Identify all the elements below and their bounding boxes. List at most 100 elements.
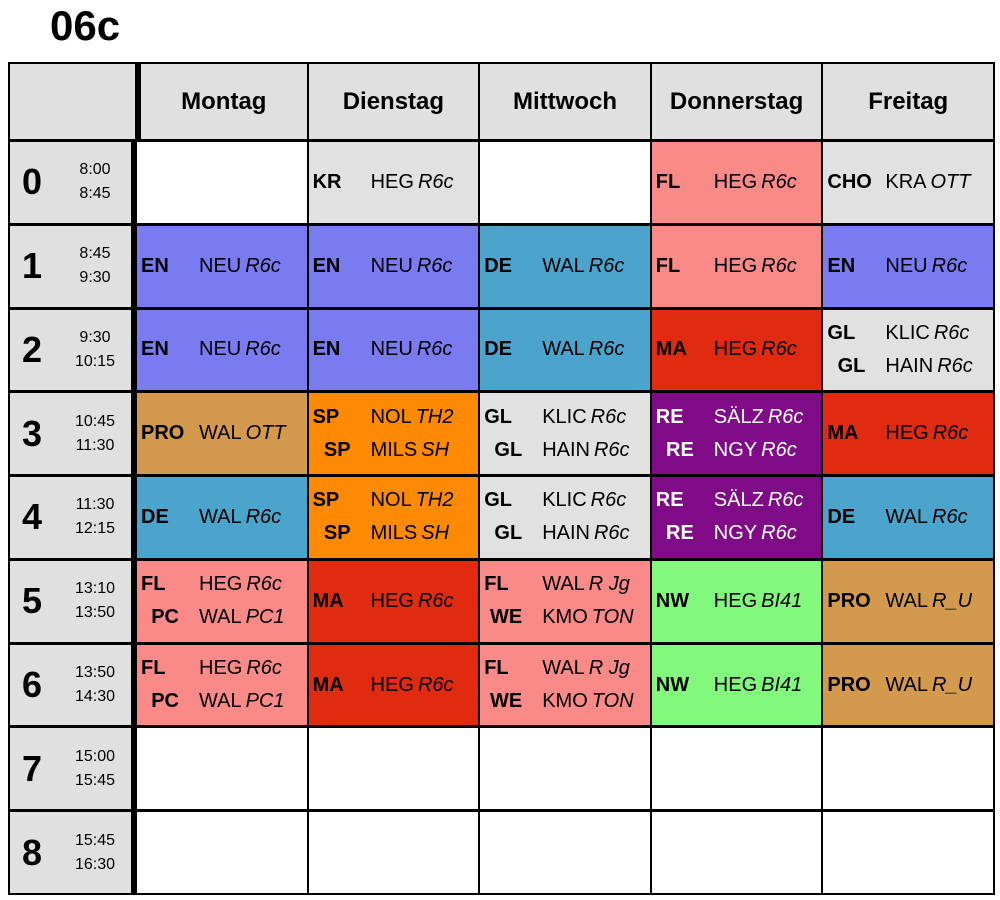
room-code: OTT xyxy=(930,170,971,193)
room-code: R6c xyxy=(417,170,454,193)
period-number: 2 xyxy=(22,328,43,370)
teacher-code: NEU xyxy=(199,254,242,277)
period-times: 13:10 13:50 xyxy=(70,577,120,625)
teacher-code: HEG xyxy=(885,422,929,445)
lesson-cell-friday-period-3: MA HEG R6c xyxy=(823,393,993,475)
lesson-cell-monday-period-5: FL HEG R6c PC WAL PC1 xyxy=(137,560,307,642)
room-code: R6c xyxy=(593,522,630,545)
lesson-entry: PRO WAL R_U xyxy=(827,585,989,618)
room-code: TH2 xyxy=(415,405,454,428)
lesson-entry: DE WAL R6c xyxy=(141,501,303,534)
subject-code: PRO xyxy=(827,589,871,612)
subject-code: DE xyxy=(484,254,512,277)
lesson-entry: EN NEU R6c xyxy=(141,250,303,283)
teacher-code: NGY xyxy=(713,438,758,461)
subject-code: RE xyxy=(666,522,694,545)
room-code: TON xyxy=(591,606,634,629)
teacher-code: HEG xyxy=(370,673,414,696)
period-number: 8 xyxy=(22,831,43,873)
subject-code: DE xyxy=(827,505,856,528)
subject-code: EN xyxy=(141,254,169,277)
teacher-code: HAIN xyxy=(542,438,590,461)
lesson-entry: PC WAL PC1 xyxy=(141,685,303,718)
lesson-cell-wednesday-period-5: FL WAL R Jg WE KMO TON xyxy=(480,560,650,642)
teacher-code: WAL xyxy=(199,422,242,445)
lesson-cell-tuesday-period-8 xyxy=(308,812,479,893)
subject-code: DE xyxy=(484,338,512,361)
room-code: R6c xyxy=(761,254,797,277)
lesson-cell-thursday-period-1: FL HEG R6c xyxy=(651,225,822,307)
lesson-entry: WE KMO TON xyxy=(484,685,646,718)
timetable-grid: Montag Dienstag Mittwoch Donnerstag Frei… xyxy=(8,62,995,895)
teacher-code: NOL xyxy=(370,489,412,512)
teacher-code: WAL xyxy=(542,573,585,596)
teacher-code: SÄLZ xyxy=(713,489,764,512)
subject-code: GL xyxy=(484,489,512,512)
period-times: 10:45 11:30 xyxy=(70,410,120,458)
subject-code: FL xyxy=(655,254,681,277)
room-code: R_U xyxy=(932,673,973,696)
lesson-entry: MA HEG R6c xyxy=(827,417,989,450)
lesson-cell-tuesday-period-0: KR HEG R6c xyxy=(308,142,479,223)
lesson-cell-wednesday-period-3: GL KLIC R6c GL HAIN R6c xyxy=(480,393,650,475)
lesson-entry: GL HAIN R6c xyxy=(827,350,989,383)
room-code: R6c xyxy=(937,354,973,377)
lesson-cell-wednesday-period-1: DE WAL R6c xyxy=(480,225,650,307)
lesson-entry: FL HEG R6c xyxy=(141,568,303,601)
lesson-cell-tuesday-period-7 xyxy=(308,728,479,810)
lesson-cell-tuesday-period-2: EN NEU R6c xyxy=(308,309,479,391)
subject-code: PRO xyxy=(141,422,185,445)
lesson-cell-friday-period-5: PRO WAL R_U xyxy=(823,560,993,642)
teacher-code: NEU xyxy=(199,338,242,361)
room-code: R6c xyxy=(761,522,797,545)
lesson-entry: FL HEG R6c xyxy=(656,250,818,283)
period-times: 15:45 16:30 xyxy=(70,829,120,877)
room-code: R6c xyxy=(590,489,627,512)
period-8-label: 8 15:45 16:30 xyxy=(10,812,135,893)
lesson-entry: RE NGY R6c xyxy=(656,434,818,467)
period-end-time: 16:30 xyxy=(74,855,116,873)
room-code: R6c xyxy=(761,170,797,193)
lesson-entry: EN NEU R6c xyxy=(313,333,475,366)
lesson-entry: FL WAL R Jg xyxy=(484,568,646,601)
room-code: BI41 xyxy=(761,673,803,696)
period-0-label: 0 8:00 8:45 xyxy=(10,142,135,223)
teacher-code: SÄLZ xyxy=(713,405,764,428)
period-start-time: 8:00 xyxy=(79,161,111,179)
teacher-code: WAL xyxy=(199,690,242,713)
subject-code: RE xyxy=(655,405,684,428)
subject-code: NW xyxy=(655,589,690,612)
period-end-time: 15:45 xyxy=(74,771,116,789)
subject-code: GL xyxy=(837,354,866,377)
lesson-cell-thursday-period-3: RE SÄLZ R6c RE NGY R6c xyxy=(651,393,822,475)
period-number: 3 xyxy=(22,412,43,454)
period-times: 8:00 8:45 xyxy=(70,158,120,206)
period-start-time: 15:45 xyxy=(74,831,116,849)
lesson-cell-monday-period-7 xyxy=(137,728,307,810)
lesson-entry: FL WAL R Jg xyxy=(484,652,646,685)
subject-code: GL xyxy=(827,321,856,344)
period-times: 15:00 15:45 xyxy=(70,745,120,793)
lesson-cell-friday-period-6: PRO WAL R_U xyxy=(823,644,993,726)
lesson-cell-friday-period-7 xyxy=(823,728,993,810)
day-header-monday: Montag xyxy=(137,64,307,139)
period-end-time: 11:30 xyxy=(75,436,115,454)
lesson-entry: GL KLIC R6c xyxy=(484,484,646,517)
teacher-code: KMO xyxy=(542,606,588,629)
period-times: 8:45 9:30 xyxy=(70,242,120,290)
room-code: SH xyxy=(421,522,450,545)
teacher-code: HEG xyxy=(199,657,243,680)
teacher-code: KMO xyxy=(542,690,588,713)
day-header-wednesday: Mittwoch xyxy=(480,64,650,139)
lesson-entry: NW HEG BI41 xyxy=(656,669,818,702)
teacher-code: NEU xyxy=(885,254,928,277)
lesson-cell-monday-period-6: FL HEG R6c PC WAL PC1 xyxy=(137,644,307,726)
room-code: R6c xyxy=(593,438,630,461)
lesson-cell-tuesday-period-4: SP NOL TH2 SP MILS SH xyxy=(308,477,479,558)
lesson-cell-thursday-period-4: RE SÄLZ R6c RE NGY R6c xyxy=(651,477,822,558)
teacher-code: KRA xyxy=(885,170,927,193)
teacher-code: NGY xyxy=(713,522,758,545)
lesson-cell-tuesday-period-5: MA HEG R6c xyxy=(308,560,479,642)
lesson-entry: MA HEG R6c xyxy=(313,585,475,618)
subject-code: EN xyxy=(827,254,856,277)
